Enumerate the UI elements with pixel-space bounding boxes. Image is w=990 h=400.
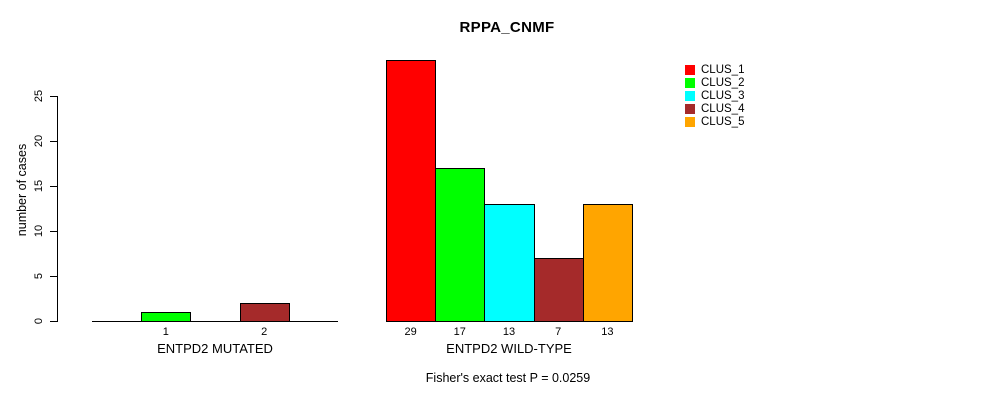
- legend-item-clus-3: CLUS_3: [685, 89, 744, 102]
- y-axis-tick-label: 5: [33, 272, 45, 280]
- legend-swatch-clus-3-icon: [685, 90, 695, 101]
- bar-value-label: 2: [261, 326, 268, 338]
- y-axis-tick: [50, 321, 57, 322]
- legend-label-clus-4: CLUS_4: [701, 102, 745, 115]
- bar-clus_5: [582, 204, 633, 322]
- bar-clus_1: [386, 60, 437, 322]
- y-axis-tick: [50, 141, 57, 142]
- bar-clus_3: [484, 204, 535, 322]
- fisher-test-note: Fisher's exact test P = 0.0259: [425, 371, 591, 385]
- legend-swatch-clus-2-icon: [685, 77, 695, 88]
- legend-swatch-clus-1-icon: [685, 64, 695, 75]
- y-axis-label: number of cases: [15, 143, 29, 237]
- chart-title: RPPA_CNMF: [459, 19, 555, 36]
- legend: CLUS_1 CLUS_2 CLUS_3 CLUS_4 CLUS_5: [685, 63, 744, 128]
- bar-value-label: 29: [404, 326, 417, 338]
- bar-value-label: 13: [601, 326, 614, 338]
- legend-label-clus-3: CLUS_3: [701, 89, 745, 102]
- bar-clus_4: [239, 303, 290, 322]
- legend-item-clus-4: CLUS_4: [685, 102, 744, 115]
- bar-value-label: 17: [453, 326, 466, 338]
- bar-value-label: 13: [502, 326, 516, 338]
- legend-label-clus-5: CLUS_5: [701, 115, 745, 128]
- legend-item-clus-5: CLUS_5: [685, 115, 744, 128]
- y-axis-line: [57, 96, 58, 322]
- y-axis-tick: [50, 231, 57, 232]
- legend-label-clus-1: CLUS_1: [701, 63, 745, 76]
- y-axis-tick-label: 15: [33, 179, 45, 193]
- y-axis-tick: [50, 96, 57, 97]
- bar-clus_2: [435, 168, 486, 322]
- x-axis-line: [92, 321, 338, 322]
- legend-item-clus-2: CLUS_2: [685, 76, 744, 89]
- group-label: ENTPD2 MUTATED: [157, 341, 273, 356]
- legend-swatch-clus-4-icon: [685, 103, 695, 114]
- bar-clus_2: [141, 312, 192, 322]
- bar-clus_4: [533, 258, 584, 322]
- y-axis-tick: [50, 186, 57, 187]
- legend-swatch-clus-5-icon: [685, 116, 695, 127]
- y-axis-tick-label: 25: [33, 89, 45, 103]
- y-axis-tick-label: 20: [33, 134, 45, 148]
- group-label: ENTPD2 WILD-TYPE: [446, 341, 572, 356]
- bar-value-label: 1: [162, 326, 169, 338]
- y-axis-tick-label: 0: [33, 317, 45, 325]
- y-axis-tick: [50, 276, 57, 277]
- y-axis-tick-label: 10: [33, 224, 45, 238]
- legend-label-clus-2: CLUS_2: [701, 76, 745, 89]
- bar-value-label: 7: [555, 326, 562, 338]
- legend-item-clus-1: CLUS_1: [685, 63, 744, 76]
